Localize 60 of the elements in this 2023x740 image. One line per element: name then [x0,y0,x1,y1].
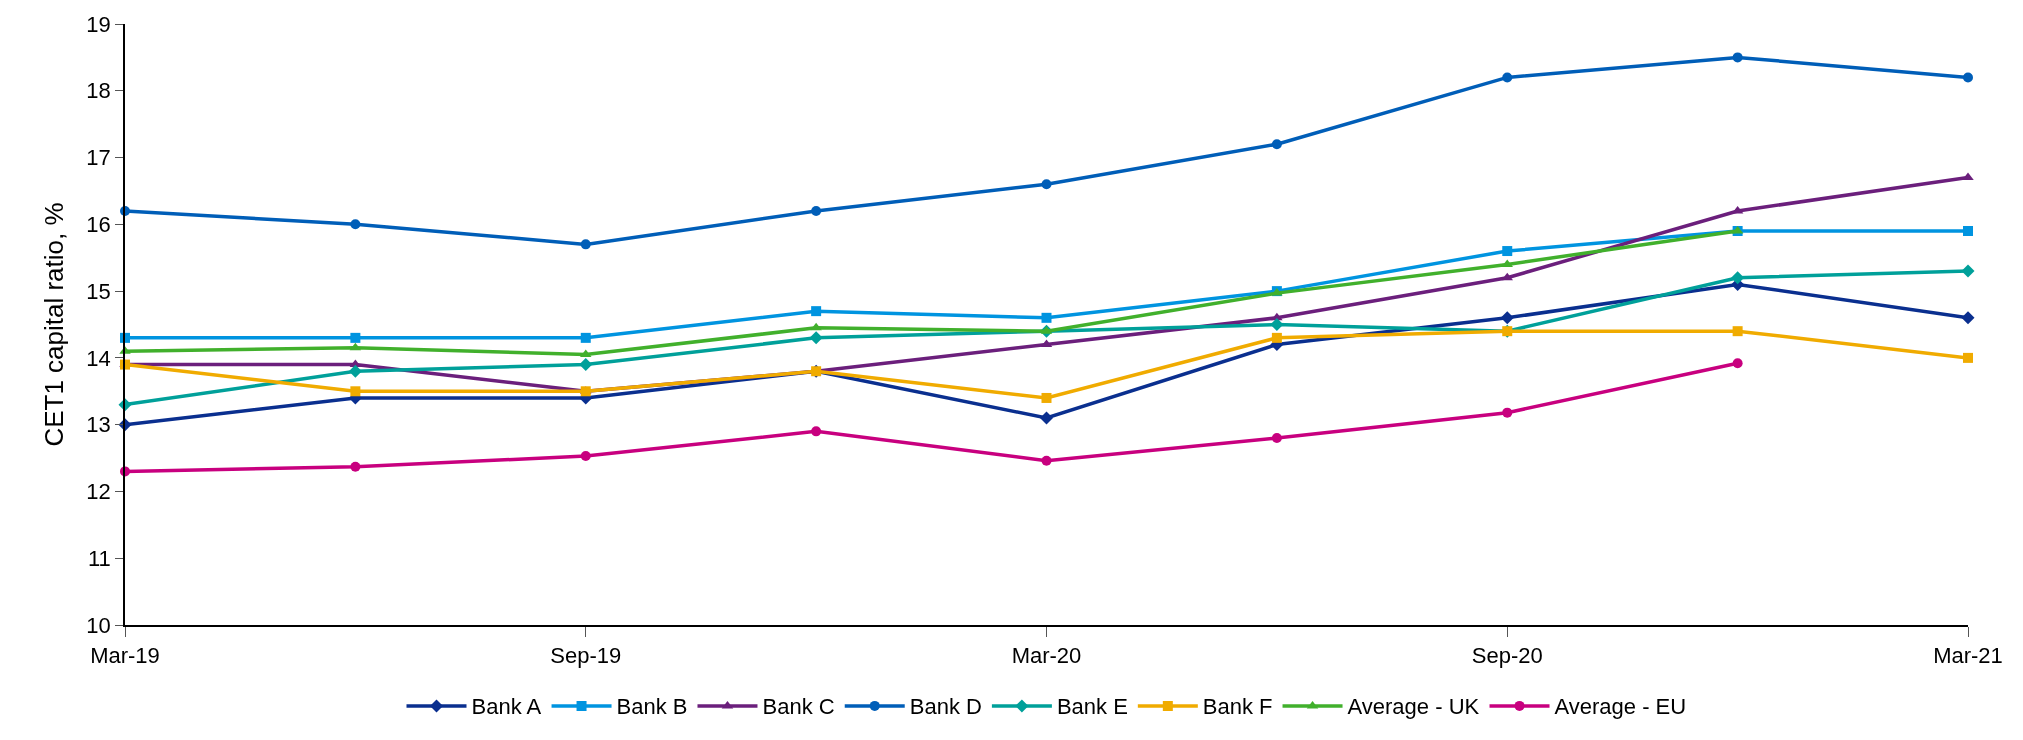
point [580,239,591,250]
point [1271,332,1282,343]
point [1041,312,1052,323]
point [1963,72,1973,83]
point [350,386,361,397]
y-tick-label: 10 [86,612,111,638]
point [1961,311,1975,325]
point [1270,318,1284,331]
y-tick-label: 15 [86,278,111,304]
legend-label: Bank D [909,694,982,720]
point [811,205,822,216]
point [809,331,823,345]
point [579,358,593,372]
y-tick-label: 12 [86,479,111,505]
y-tick-label: 11 [88,545,111,571]
point [1500,311,1514,325]
x-tick-label: Sep-20 [1471,643,1543,669]
legend-label: Average - EU [1554,694,1687,720]
legend-label: Bank F [1202,694,1273,720]
x-tick-label: Mar-19 [90,643,160,669]
y-tick-label: 16 [86,212,111,238]
point [1502,407,1513,418]
point [1502,72,1513,83]
point [350,332,361,343]
point [1040,411,1053,425]
point [811,426,822,437]
point [1731,271,1745,285]
legend-label: Bank B [616,694,688,720]
legend-label: Bank A [471,694,542,720]
point [350,461,361,472]
x-tick-label: Mar-21 [1933,643,2003,669]
x-tick-label: Sep-19 [550,643,622,669]
legend-label: Bank C [762,694,835,720]
point [1963,226,1973,237]
point [350,219,361,230]
point [580,332,591,343]
point [1962,172,1974,181]
y-tick-label: 14 [86,345,111,371]
point [1963,352,1973,363]
point [1732,52,1743,63]
point [811,306,822,317]
point [1271,139,1282,150]
point [1041,392,1052,403]
legend-label: Average - UK [1347,694,1480,720]
y-tick-label: 18 [86,78,111,104]
y-tick-label: 19 [86,11,111,37]
point [1732,326,1743,337]
y-tick-label: 17 [86,145,111,171]
point [1041,179,1052,190]
point [1961,264,1975,278]
legend-label: Bank E [1056,694,1128,720]
point [348,364,362,378]
y-tick-label: 13 [86,412,111,438]
point [1041,455,1052,466]
point [580,451,591,462]
x-tick-label: Mar-20 [1011,643,1082,669]
y-axis-title: CET1 capital ratio, % [39,202,70,447]
point [1271,433,1282,444]
point [1732,358,1743,369]
point [1502,246,1513,257]
